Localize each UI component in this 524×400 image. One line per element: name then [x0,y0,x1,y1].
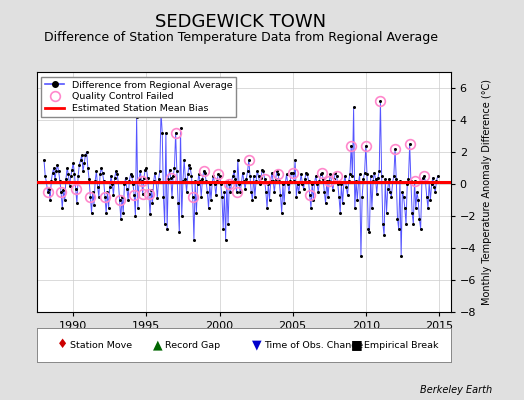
Text: Time of Obs. Change: Time of Obs. Change [265,340,364,350]
Text: Station Move: Station Move [70,340,132,350]
Y-axis label: Monthly Temperature Anomaly Difference (°C): Monthly Temperature Anomaly Difference (… [482,79,492,305]
Text: Record Gap: Record Gap [165,340,220,350]
Text: Empirical Break: Empirical Break [364,340,438,350]
Legend: Difference from Regional Average, Quality Control Failed, Estimated Station Mean: Difference from Regional Average, Qualit… [41,77,236,117]
Text: ▲: ▲ [152,338,162,352]
Text: ■: ■ [351,338,363,352]
Text: ▼: ▼ [252,338,261,352]
Text: ♦: ♦ [58,338,69,352]
Text: Difference of Station Temperature Data from Regional Average: Difference of Station Temperature Data f… [44,32,438,44]
Text: Berkeley Earth: Berkeley Earth [420,385,492,395]
Text: SEDGEWICK TOWN: SEDGEWICK TOWN [156,13,326,31]
